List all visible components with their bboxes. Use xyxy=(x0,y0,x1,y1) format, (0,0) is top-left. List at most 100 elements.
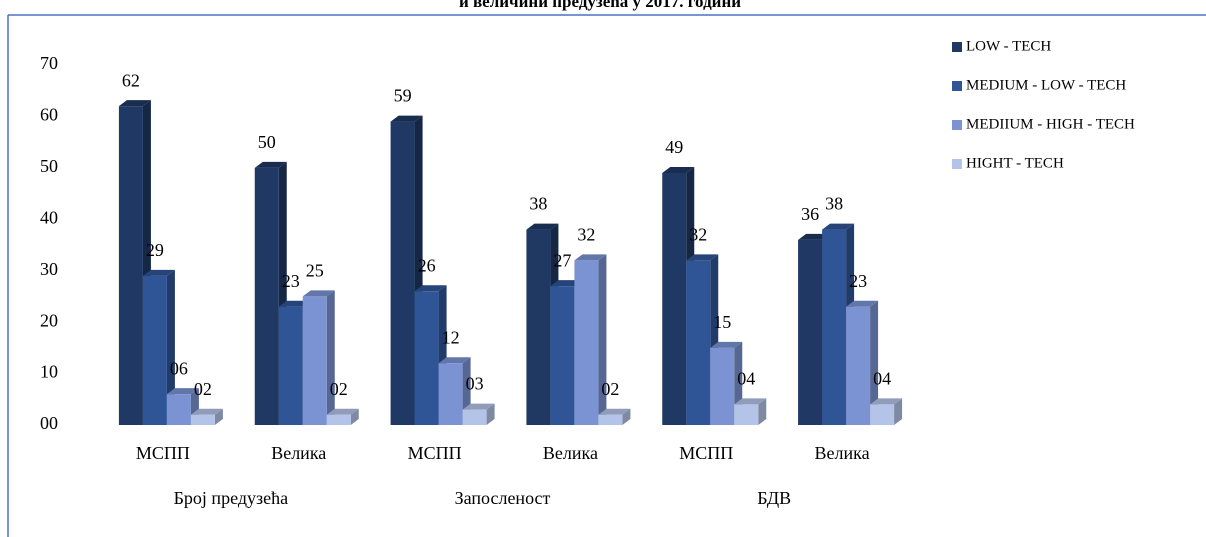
x-tick-label: Велика xyxy=(543,443,598,463)
bar-top xyxy=(526,223,559,230)
bar-front xyxy=(598,414,623,425)
legend-swatch xyxy=(952,120,962,130)
bar-top xyxy=(686,254,719,261)
data-label: 25 xyxy=(306,261,324,281)
bar-front xyxy=(662,173,687,425)
bar-front xyxy=(118,106,143,426)
bar-top xyxy=(846,300,879,307)
bar-top xyxy=(438,357,471,364)
bar-top xyxy=(822,223,855,230)
y-tick-label: 00 xyxy=(40,413,58,433)
bar-side xyxy=(598,254,607,425)
bar-side xyxy=(758,398,767,425)
x-tick-label: МСПП xyxy=(679,443,733,463)
group-label: Запосленост xyxy=(455,488,551,508)
bar-top xyxy=(414,285,447,292)
data-label: 02 xyxy=(330,379,348,399)
bar xyxy=(846,300,879,425)
data-label: 27 xyxy=(553,250,571,270)
bar-front xyxy=(574,260,599,425)
bar-front xyxy=(686,260,711,425)
bar-front xyxy=(526,229,551,425)
chart-title: и величини предузећа у 2017. години xyxy=(459,0,741,11)
group-label: Број предузећа xyxy=(174,488,288,508)
data-label: 36 xyxy=(801,204,819,224)
bar-side xyxy=(486,403,495,425)
bar-top xyxy=(390,115,423,122)
bar-front xyxy=(734,404,759,425)
bar-side xyxy=(214,408,223,425)
data-label: 06 xyxy=(170,358,188,378)
data-label: 15 xyxy=(713,312,731,332)
bar-front xyxy=(438,363,463,425)
data-label: 59 xyxy=(394,86,412,106)
bar-top xyxy=(598,408,631,415)
bar xyxy=(254,161,287,425)
bar-side xyxy=(622,408,631,425)
bar-top xyxy=(142,269,175,276)
bar-top xyxy=(574,254,607,261)
data-label: 04 xyxy=(737,369,755,389)
data-label: 62 xyxy=(122,70,140,90)
bar-front xyxy=(278,306,303,425)
bar-side xyxy=(870,300,879,425)
bar-front xyxy=(302,296,327,425)
y-tick-label: 50 xyxy=(40,156,58,176)
y-tick-label: 10 xyxy=(40,362,58,382)
legend-swatch xyxy=(952,42,962,52)
data-label: 02 xyxy=(194,379,212,399)
bar xyxy=(462,403,495,425)
group-label: БДВ xyxy=(757,488,791,508)
data-label: 29 xyxy=(146,240,164,260)
bar-top xyxy=(734,398,767,405)
x-tick-label: Велика xyxy=(271,443,326,463)
data-label: 32 xyxy=(577,225,595,245)
bar-front xyxy=(798,239,823,425)
bar xyxy=(662,167,695,425)
bar-top xyxy=(870,398,903,405)
data-label: 12 xyxy=(442,327,460,347)
legend-swatch xyxy=(952,81,962,91)
bar-front xyxy=(142,275,167,425)
bar-top xyxy=(166,388,199,395)
bar-front xyxy=(870,404,895,425)
data-label: 32 xyxy=(689,225,707,245)
x-tick-label: Велика xyxy=(815,443,870,463)
data-label: 23 xyxy=(849,271,867,291)
y-tick-label: 40 xyxy=(40,207,58,227)
y-tick-label: 30 xyxy=(40,259,58,279)
bar-front xyxy=(190,414,215,425)
bar-top xyxy=(662,167,695,173)
bar-top xyxy=(462,403,495,410)
bar-front xyxy=(822,229,847,425)
y-tick-label: 20 xyxy=(40,310,58,330)
bar-front xyxy=(846,306,871,425)
bar-side xyxy=(166,269,175,425)
bar xyxy=(870,398,903,425)
bar-side xyxy=(894,398,903,425)
data-label: 04 xyxy=(873,369,891,389)
bar-front xyxy=(166,394,191,425)
x-tick-label: МСПП xyxy=(408,443,462,463)
bar xyxy=(142,269,175,425)
bar-front xyxy=(462,409,487,425)
data-label: 26 xyxy=(418,255,436,275)
bar-top xyxy=(254,161,287,168)
bar-front xyxy=(710,347,735,425)
bar xyxy=(302,290,335,425)
legend-swatch xyxy=(952,159,962,169)
bar xyxy=(326,408,359,425)
data-label: 49 xyxy=(665,137,683,157)
x-tick-label: МСПП xyxy=(136,443,190,463)
bar-top xyxy=(302,290,335,297)
bar-front xyxy=(326,414,351,425)
y-tick-label: 70 xyxy=(40,53,58,73)
bar-front xyxy=(550,286,575,425)
bar-front xyxy=(254,167,279,425)
data-label: 02 xyxy=(601,379,619,399)
y-tick-label: 60 xyxy=(40,105,58,125)
bar xyxy=(190,408,223,425)
bar-top xyxy=(190,408,223,415)
legend-label: MEDIUM - LOW - TECH xyxy=(966,77,1126,93)
